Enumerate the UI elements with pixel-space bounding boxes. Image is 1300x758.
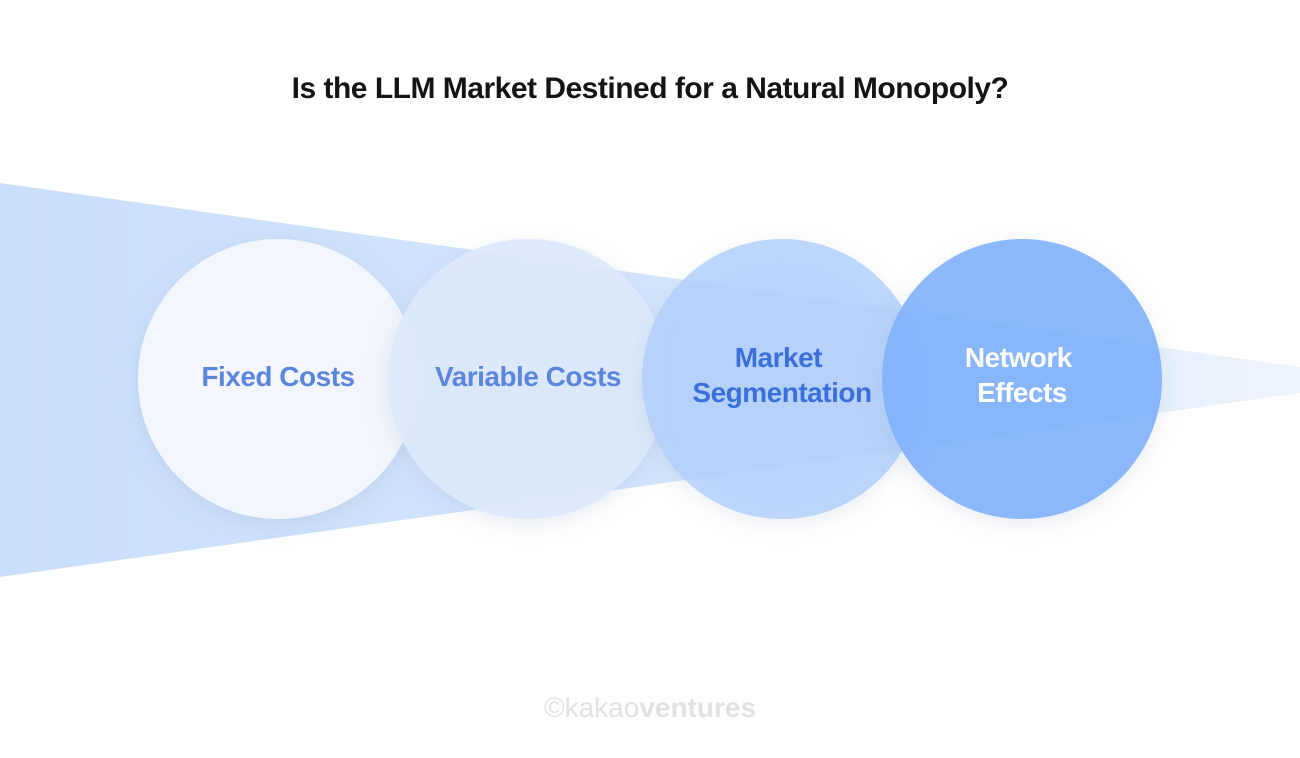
node: Fixed Costs [138,239,418,519]
node-label: Network Effects [965,342,1079,408]
node-circle [138,239,418,519]
node-label-line: Effects [977,377,1067,408]
node-circle [388,239,668,519]
node-label-line: Segmentation [692,377,871,408]
node: Network Effects [882,239,1162,519]
node-circle [642,239,922,519]
node-label: Market Segmentation [692,342,871,408]
node-label-line: Market [735,342,822,373]
node-label: Variable Costs [435,361,621,392]
node: Market Segmentation [642,239,922,519]
node-label: Fixed Costs [201,361,354,392]
title: Is the LLM Market Destined for a Natural… [292,72,1009,105]
node-label-line: Variable Costs [435,361,621,392]
brand-light: ©kakao [544,692,639,723]
node-label-line: Network [965,342,1073,373]
brand: ©kakaoventures [544,692,756,723]
node-label-line: Fixed Costs [201,361,354,392]
node-circle [882,239,1162,519]
brand-bold: ventures [639,692,756,723]
node: Variable Costs [388,239,668,519]
